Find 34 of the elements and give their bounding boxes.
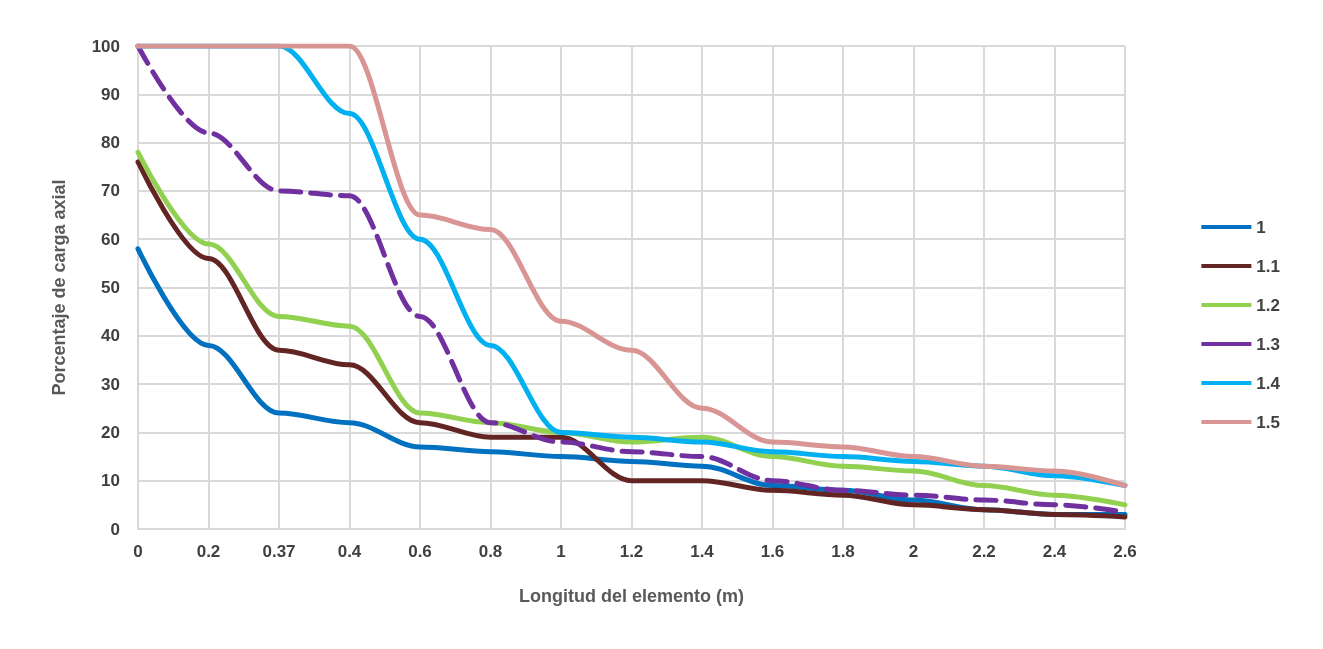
y-tick-label: 70 [101,181,120,201]
x-tick-label: 1 [556,542,566,561]
legend-label: 1.3 [1256,334,1281,354]
x-tick-label: 2.2 [972,542,996,561]
y-axis-title: Porcentaje de carga axial [49,179,69,396]
y-tick-label: 20 [101,422,120,442]
x-tick-label: 1.8 [831,542,855,561]
legend-label: 1.4 [1256,373,1281,393]
legend-label: 1.2 [1256,295,1281,315]
y-tick-label: 40 [101,326,120,346]
y-tick-label: 10 [101,471,120,491]
x-tick-label: 0.8 [478,542,503,561]
y-tick-label: 90 [101,84,120,104]
x-axis-title: Longitud del elemento (m) [519,586,744,606]
y-tick-label: 60 [101,229,120,249]
x-tick-label: 0.6 [408,542,432,561]
y-tick-label: 50 [101,278,120,297]
legend-label: 1 [1256,217,1266,237]
y-tick-label: 100 [91,36,120,56]
y-tick-label: 30 [101,374,120,394]
x-tick-label: 2 [908,542,919,561]
x-tick-label: 2.4 [1042,542,1067,561]
x-tick-label: 0.2 [196,542,221,561]
x-tick-label: 2.6 [1113,542,1137,561]
x-tick-label: 0.37 [262,542,296,561]
x-tick-label: 0.4 [337,542,362,561]
legend-label: 1.1 [1256,256,1281,276]
x-tick-label: 1.4 [690,542,715,561]
x-tick-label: 1.2 [619,542,644,561]
x-tick-label: 0 [133,542,143,561]
y-tick-label: 80 [101,133,120,153]
y-tick-label: 0 [110,519,120,539]
legend-label: 1.5 [1256,412,1281,432]
x-tick-label: 1.6 [760,542,785,561]
